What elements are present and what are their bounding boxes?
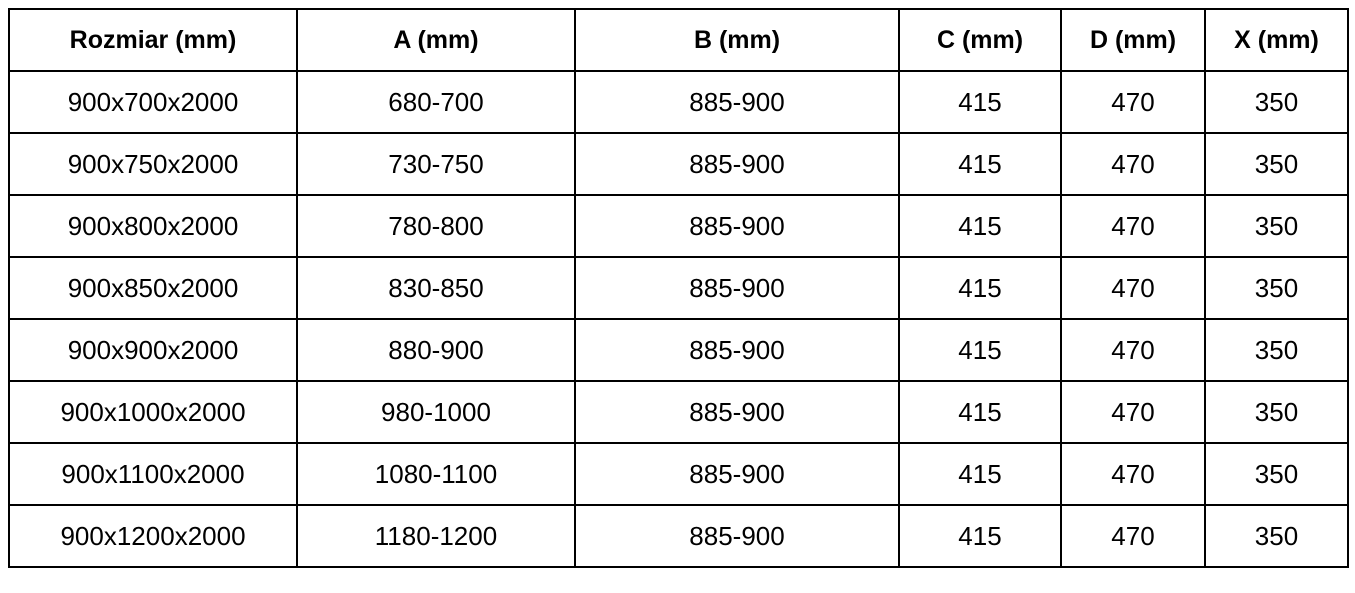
cell-a: 730-750: [296, 132, 576, 196]
table-row: 900x1200x2000 1180-1200 885-900 415 470 350: [8, 504, 1349, 568]
cell-rozmiar: 900x700x2000: [8, 70, 298, 134]
table-row: 900x1100x2000 1080-1100 885-900 415 470 350: [8, 442, 1349, 506]
cell-d: 470: [1060, 194, 1206, 258]
cell-b: 885-900: [574, 194, 900, 258]
table-row: 900x1000x2000 980-1000 885-900 415 470 350: [8, 380, 1349, 444]
cell-x: 350: [1204, 194, 1349, 258]
cell-x: 350: [1204, 132, 1349, 196]
header-row: Rozmiar (mm) A (mm) B (mm) C (mm) D (mm)…: [8, 8, 1349, 72]
cell-x: 350: [1204, 318, 1349, 382]
table-row: 900x700x2000 680-700 885-900 415 470 350: [8, 70, 1349, 134]
cell-b: 885-900: [574, 256, 900, 320]
cell-c: 415: [898, 70, 1062, 134]
cell-a: 780-800: [296, 194, 576, 258]
table-row: 900x850x2000 830-850 885-900 415 470 350: [8, 256, 1349, 320]
cell-rozmiar: 900x1100x2000: [8, 442, 298, 506]
cell-d: 470: [1060, 70, 1206, 134]
cell-rozmiar: 900x900x2000: [8, 318, 298, 382]
cell-rozmiar: 900x750x2000: [8, 132, 298, 196]
cell-d: 470: [1060, 504, 1206, 568]
table-row: 900x750x2000 730-750 885-900 415 470 350: [8, 132, 1349, 196]
cell-c: 415: [898, 194, 1062, 258]
table-body: 900x700x2000 680-700 885-900 415 470 350 900x7…: [8, 70, 1349, 568]
header-b: B (mm): [574, 8, 900, 72]
header-x: X (mm): [1204, 8, 1349, 72]
cell-a: 680-700: [296, 70, 576, 134]
dimensions-table: Rozmiar (mm) A (mm) B (mm) C (mm) D (mm)…: [8, 8, 1349, 568]
header-d: D (mm): [1060, 8, 1206, 72]
cell-c: 415: [898, 132, 1062, 196]
cell-b: 885-900: [574, 442, 900, 506]
header-a: A (mm): [296, 8, 576, 72]
cell-b: 885-900: [574, 318, 900, 382]
cell-b: 885-900: [574, 504, 900, 568]
table-row: 900x900x2000 880-900 885-900 415 470 350: [8, 318, 1349, 382]
cell-d: 470: [1060, 318, 1206, 382]
cell-rozmiar: 900x850x2000: [8, 256, 298, 320]
cell-a: 830-850: [296, 256, 576, 320]
cell-c: 415: [898, 318, 1062, 382]
cell-b: 885-900: [574, 132, 900, 196]
cell-b: 885-900: [574, 380, 900, 444]
cell-a: 980-1000: [296, 380, 576, 444]
cell-d: 470: [1060, 442, 1206, 506]
cell-rozmiar: 900x1000x2000: [8, 380, 298, 444]
cell-d: 470: [1060, 380, 1206, 444]
header-rozmiar: Rozmiar (mm): [8, 8, 298, 72]
cell-d: 470: [1060, 256, 1206, 320]
table-row: 900x800x2000 780-800 885-900 415 470 350: [8, 194, 1349, 258]
cell-x: 350: [1204, 504, 1349, 568]
cell-c: 415: [898, 380, 1062, 444]
header-c: C (mm): [898, 8, 1062, 72]
cell-b: 885-900: [574, 70, 900, 134]
cell-a: 1080-1100: [296, 442, 576, 506]
cell-c: 415: [898, 504, 1062, 568]
cell-rozmiar: 900x800x2000: [8, 194, 298, 258]
cell-x: 350: [1204, 380, 1349, 444]
cell-rozmiar: 900x1200x2000: [8, 504, 298, 568]
cell-a: 880-900: [296, 318, 576, 382]
cell-a: 1180-1200: [296, 504, 576, 568]
cell-x: 350: [1204, 442, 1349, 506]
cell-c: 415: [898, 256, 1062, 320]
cell-d: 470: [1060, 132, 1206, 196]
cell-x: 350: [1204, 256, 1349, 320]
cell-c: 415: [898, 442, 1062, 506]
cell-x: 350: [1204, 70, 1349, 134]
